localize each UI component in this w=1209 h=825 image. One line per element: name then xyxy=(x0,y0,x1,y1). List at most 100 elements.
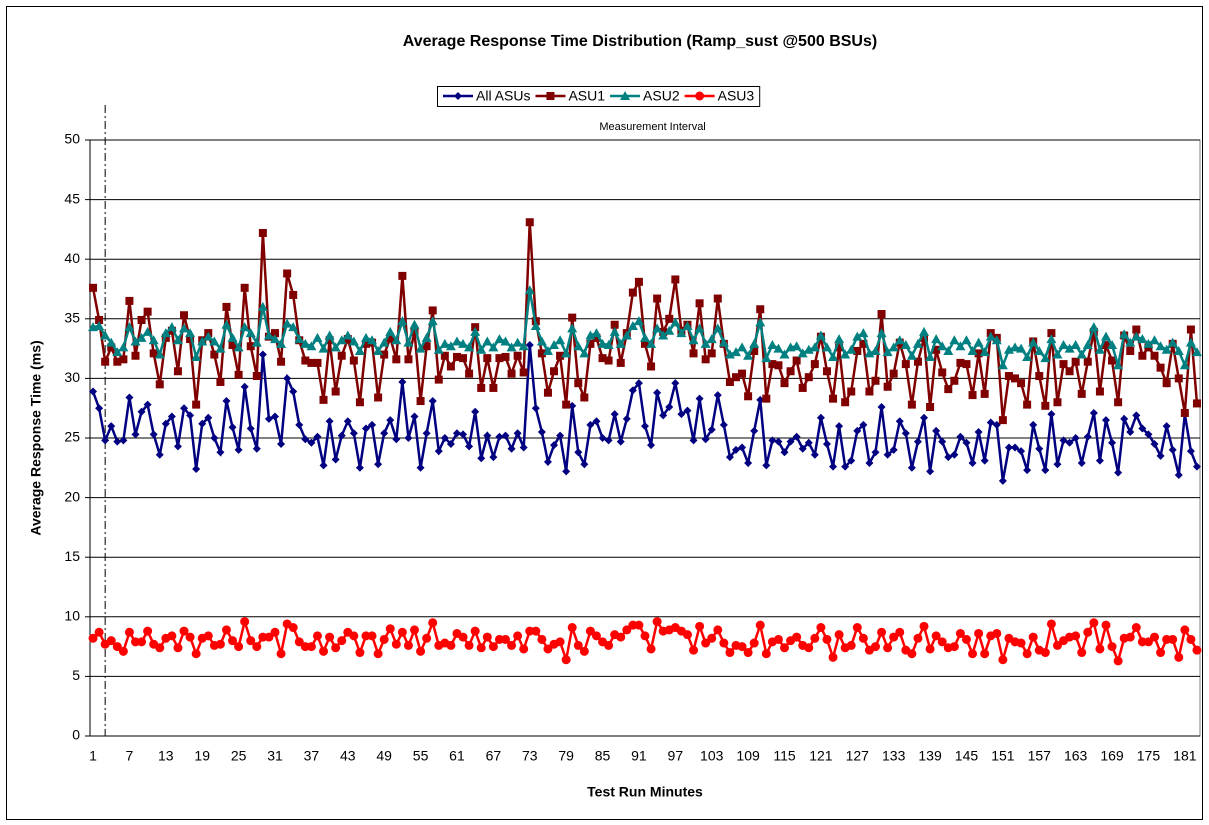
data-point xyxy=(1041,401,1050,410)
data-point xyxy=(482,336,493,346)
data-point xyxy=(337,351,346,360)
data-point xyxy=(271,412,279,421)
data-point xyxy=(701,638,711,648)
data-point xyxy=(1125,632,1135,642)
data-point xyxy=(288,623,298,633)
data-point xyxy=(931,334,942,344)
data-point xyxy=(440,351,449,360)
data-point xyxy=(1058,340,1069,350)
data-point xyxy=(379,634,389,644)
data-point xyxy=(1065,367,1074,376)
data-point xyxy=(713,391,722,400)
data-point xyxy=(671,379,680,388)
data-point xyxy=(858,633,868,643)
data-point xyxy=(477,454,486,463)
legend-label: All ASUs xyxy=(476,88,530,104)
data-point xyxy=(1017,379,1026,388)
y-tick-label: 50 xyxy=(64,131,80,147)
y-tick-label: 10 xyxy=(64,608,80,624)
data-point xyxy=(1126,428,1135,437)
data-point xyxy=(313,432,322,441)
data-point xyxy=(367,335,378,345)
data-point xyxy=(228,341,237,350)
data-point xyxy=(567,323,578,333)
data-point xyxy=(404,355,413,364)
y-tick-label: 0 xyxy=(72,727,80,743)
data-point xyxy=(1108,438,1117,447)
data-point xyxy=(780,379,789,388)
data-point xyxy=(1100,331,1111,341)
data-point xyxy=(907,400,916,409)
data-point xyxy=(749,338,760,348)
data-point xyxy=(1192,462,1201,471)
data-point xyxy=(604,356,613,365)
data-point xyxy=(282,318,293,328)
data-point xyxy=(512,337,523,347)
data-point xyxy=(919,621,929,631)
data-point xyxy=(380,350,389,359)
data-point xyxy=(738,369,747,378)
data-point xyxy=(815,330,826,340)
data-point xyxy=(821,342,832,352)
data-point xyxy=(307,438,316,447)
data-point xyxy=(1095,456,1104,465)
data-point xyxy=(234,642,244,652)
x-tick-label: 55 xyxy=(413,748,429,764)
data-point xyxy=(610,410,619,419)
data-point xyxy=(1149,335,1160,345)
data-point xyxy=(537,428,546,437)
data-point xyxy=(421,332,432,342)
data-point xyxy=(391,335,402,345)
data-point xyxy=(907,463,916,472)
x-tick-label: 133 xyxy=(882,748,906,764)
data-point xyxy=(307,358,316,367)
data-point xyxy=(283,269,292,278)
data-point xyxy=(1065,438,1074,447)
data-point xyxy=(792,432,801,441)
data-point xyxy=(507,640,517,650)
data-point xyxy=(1041,466,1050,475)
x-tick-label: 145 xyxy=(955,748,979,764)
data-point xyxy=(944,453,953,462)
data-point xyxy=(967,345,978,355)
data-point xyxy=(198,419,207,428)
data-point xyxy=(961,634,971,644)
data-point xyxy=(738,443,747,452)
data-point xyxy=(841,398,850,407)
data-point xyxy=(870,642,880,652)
data-point xyxy=(562,467,571,476)
data-point xyxy=(415,343,426,353)
data-point xyxy=(574,448,583,457)
x-tick-label: 19 xyxy=(194,748,210,764)
data-point xyxy=(792,632,802,642)
data-point xyxy=(167,412,176,421)
data-point xyxy=(215,343,226,353)
data-point xyxy=(653,294,662,303)
data-point xyxy=(1113,360,1124,370)
data-point xyxy=(1029,420,1038,429)
data-point xyxy=(149,430,158,439)
data-point xyxy=(336,335,347,345)
data-point xyxy=(695,621,705,631)
data-point xyxy=(550,441,559,450)
x-tick-label: 151 xyxy=(991,748,1015,764)
data-point xyxy=(895,627,905,637)
x-tick-label: 127 xyxy=(846,748,870,764)
data-point xyxy=(913,357,922,366)
data-point xyxy=(94,627,104,637)
data-point xyxy=(1185,337,1196,347)
data-point xyxy=(137,315,146,324)
data-point xyxy=(1071,434,1080,442)
data-point xyxy=(325,417,334,426)
data-point xyxy=(761,649,771,659)
x-tick-label: 73 xyxy=(522,748,538,764)
data-point xyxy=(192,400,201,409)
data-point xyxy=(373,649,383,659)
data-point xyxy=(889,445,898,454)
data-point xyxy=(318,343,329,353)
data-point xyxy=(119,436,128,445)
data-point xyxy=(555,335,566,345)
data-point xyxy=(1003,344,1014,354)
data-point xyxy=(682,320,693,330)
data-point xyxy=(192,464,201,473)
